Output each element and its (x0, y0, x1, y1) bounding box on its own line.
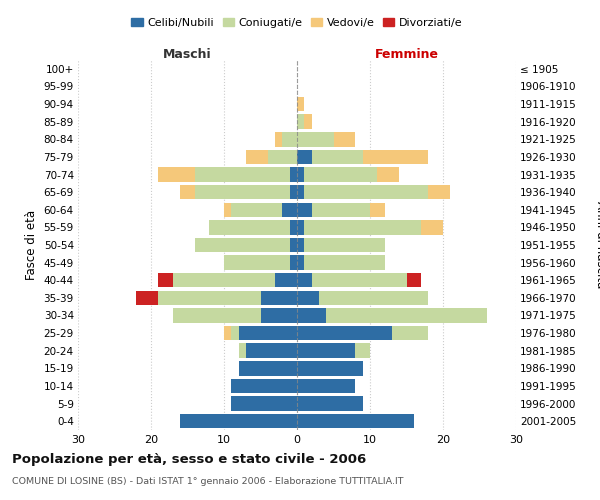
Bar (355, 344, 370, 358)
Bar (297, 220, 304, 234)
Text: Femmine: Femmine (374, 48, 439, 61)
Bar (158, 273, 173, 287)
Bar (297, 114, 304, 129)
Bar (407, 273, 421, 287)
Y-axis label: Fasce di età: Fasce di età (25, 210, 38, 280)
Bar (304, 256, 385, 270)
Bar (392, 326, 428, 340)
Bar (304, 238, 385, 252)
Bar (158, 168, 195, 181)
Bar (428, 185, 450, 200)
Bar (311, 273, 407, 287)
Bar (319, 290, 428, 305)
Bar (297, 326, 392, 340)
Bar (275, 273, 297, 287)
Bar (290, 238, 297, 252)
Bar (297, 414, 414, 428)
Bar (195, 238, 290, 252)
Bar (239, 361, 297, 376)
Bar (297, 256, 304, 270)
Bar (224, 326, 232, 340)
Text: Maschi: Maschi (163, 48, 212, 61)
Bar (370, 202, 385, 217)
Bar (195, 185, 290, 200)
Bar (180, 414, 297, 428)
Bar (334, 132, 355, 146)
Bar (297, 168, 304, 181)
Bar (362, 150, 428, 164)
Bar (304, 220, 421, 234)
Bar (297, 344, 355, 358)
Bar (290, 220, 297, 234)
Bar (224, 256, 290, 270)
Bar (326, 308, 487, 322)
Bar (209, 220, 290, 234)
Bar (195, 168, 290, 181)
Bar (377, 168, 399, 181)
Bar (297, 308, 326, 322)
Bar (260, 290, 297, 305)
Bar (304, 168, 377, 181)
Bar (297, 185, 304, 200)
Bar (297, 378, 355, 393)
Bar (246, 344, 297, 358)
Bar (297, 238, 304, 252)
Bar (180, 185, 195, 200)
Text: COMUNE DI LOSINE (BS) - Dati ISTAT 1° gennaio 2006 - Elaborazione TUTTITALIA.IT: COMUNE DI LOSINE (BS) - Dati ISTAT 1° ge… (12, 478, 404, 486)
Text: Popolazione per età, sesso e stato civile - 2006: Popolazione per età, sesso e stato civil… (12, 452, 366, 466)
Bar (283, 202, 297, 217)
Bar (283, 132, 297, 146)
Bar (232, 396, 297, 411)
Bar (232, 378, 297, 393)
Bar (232, 326, 239, 340)
Bar (297, 202, 311, 217)
Bar (311, 202, 370, 217)
Bar (173, 308, 260, 322)
Bar (136, 290, 158, 305)
Bar (268, 150, 297, 164)
Bar (297, 97, 304, 112)
Bar (173, 273, 275, 287)
Bar (304, 185, 428, 200)
Bar (297, 273, 311, 287)
Bar (239, 326, 297, 340)
Bar (275, 132, 283, 146)
Bar (158, 290, 260, 305)
Legend: Celibi/Nubili, Coniugati/e, Vedovi/e, Divorziati/e: Celibi/Nubili, Coniugati/e, Vedovi/e, Di… (127, 14, 467, 32)
Bar (297, 150, 311, 164)
Bar (297, 396, 362, 411)
Bar (311, 150, 363, 164)
Bar (304, 114, 311, 129)
Bar (290, 185, 297, 200)
Bar (297, 290, 319, 305)
Bar (224, 202, 232, 217)
Bar (246, 150, 268, 164)
Bar (232, 202, 283, 217)
Bar (290, 256, 297, 270)
Bar (260, 308, 297, 322)
Y-axis label: Anni di nascita: Anni di nascita (593, 202, 600, 288)
Bar (297, 361, 362, 376)
Bar (297, 132, 334, 146)
Bar (421, 220, 443, 234)
Bar (239, 344, 246, 358)
Bar (290, 168, 297, 181)
